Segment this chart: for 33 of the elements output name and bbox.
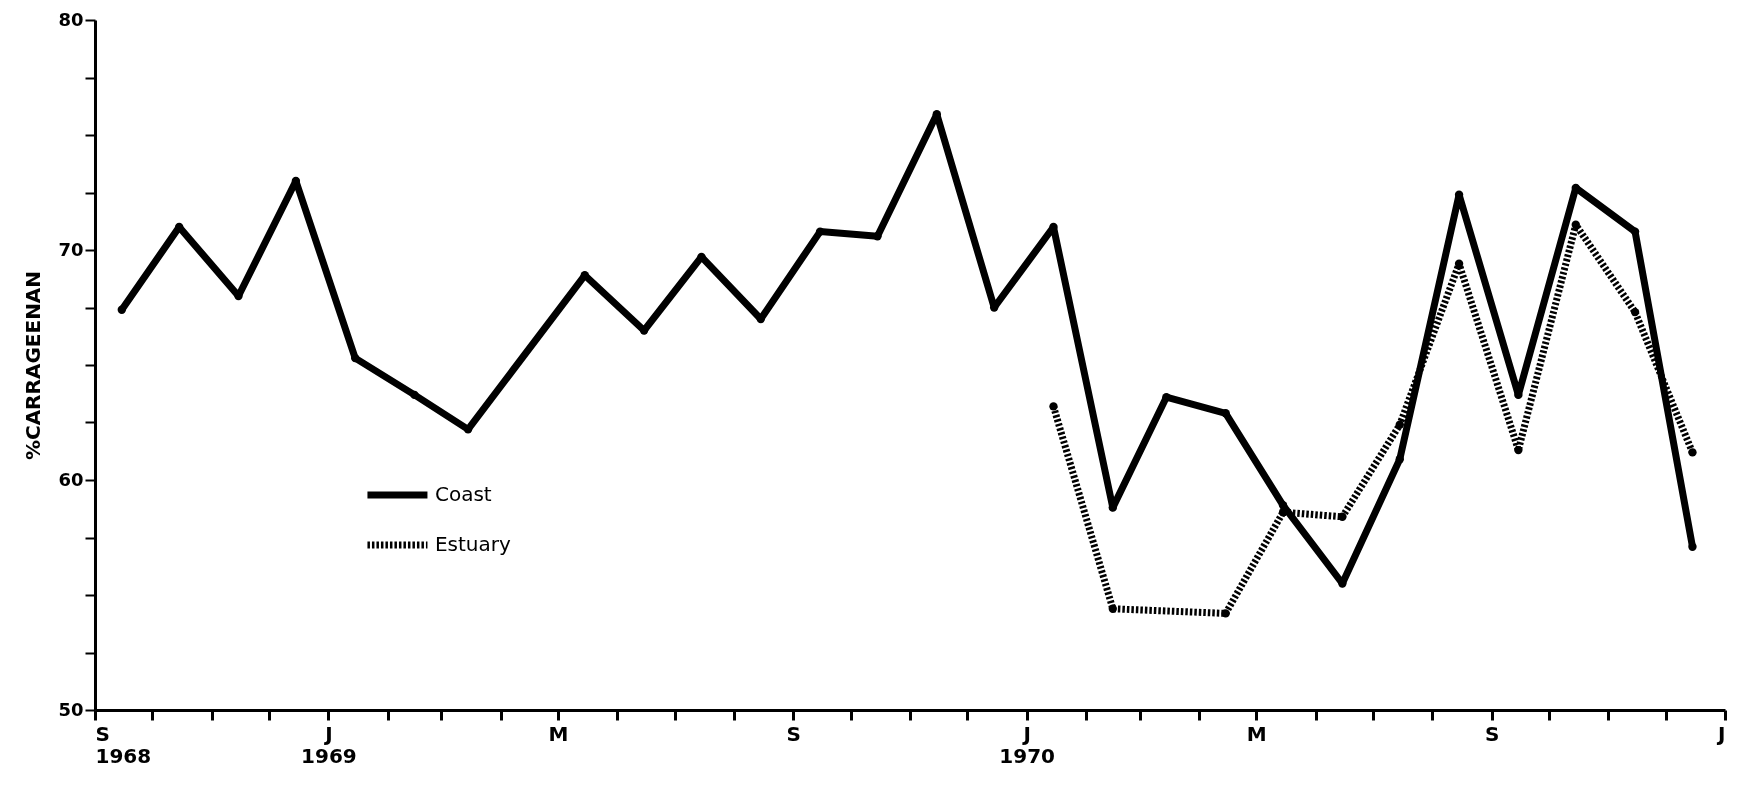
point [1395, 455, 1404, 464]
x-tick-label: S [786, 721, 801, 746]
x-tick-label: J [1716, 721, 1726, 746]
point [1630, 307, 1640, 317]
point [1049, 402, 1058, 411]
point [1108, 604, 1117, 613]
point [410, 390, 419, 400]
y-tick-label: 70 [58, 238, 84, 260]
point [1338, 512, 1347, 521]
y-tick-label: 60 [58, 468, 84, 490]
point [1221, 609, 1230, 618]
point [873, 232, 882, 241]
x-tick-label: J 1969 [301, 721, 357, 768]
y-tick-label: 50 [58, 698, 84, 720]
y-axis-title: %CARRAGEENAN [21, 270, 46, 461]
y-tick-label: 80 [58, 8, 84, 30]
point [1630, 227, 1640, 236]
legend-label: Coast [434, 482, 492, 507]
point [1395, 420, 1404, 429]
point [1454, 259, 1464, 268]
legend-label: Estuary [434, 532, 511, 557]
point [117, 305, 126, 314]
x-tick-label: M [1246, 721, 1267, 746]
point [1221, 409, 1230, 418]
x-tick-label: S [1484, 721, 1500, 746]
x-tick-label: M [548, 721, 569, 746]
point [351, 353, 360, 363]
point [1514, 445, 1523, 455]
x-tick-label: J 1970 [999, 721, 1056, 768]
point [1688, 542, 1697, 551]
point [1688, 448, 1697, 457]
x-tick-label: S 1968 [95, 721, 152, 768]
point [1571, 220, 1580, 229]
